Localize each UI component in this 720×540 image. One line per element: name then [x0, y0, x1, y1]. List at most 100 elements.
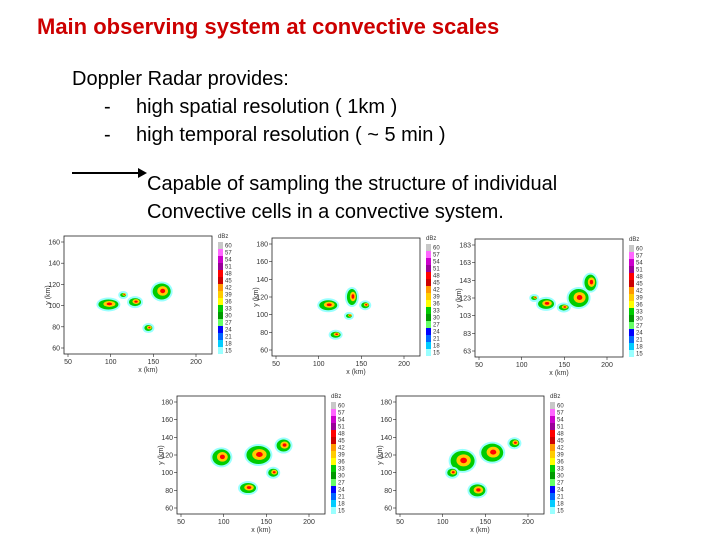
- colorbar-label: 36: [433, 302, 440, 308]
- colorbar-swatch: [426, 286, 431, 293]
- colorbar-label: 45: [225, 279, 232, 285]
- colorbar-swatch: [218, 305, 223, 312]
- colorbar-swatch: [331, 465, 336, 472]
- echo-peak: [246, 486, 252, 489]
- x-tick-label: 200: [398, 361, 410, 368]
- y-tick-label: 160: [48, 240, 60, 247]
- colorbar-swatch: [550, 430, 555, 437]
- colorbar-label: 51: [225, 265, 232, 271]
- echo-peak: [514, 441, 517, 444]
- x-tick-label: 200: [303, 519, 315, 526]
- colorbar-unit: dBz: [218, 234, 228, 240]
- colorbar-swatch: [550, 507, 555, 514]
- colorbar-swatch: [331, 500, 336, 507]
- echo-peak: [272, 471, 276, 474]
- colorbar-swatch: [331, 458, 336, 465]
- colorbar-swatch: [331, 409, 336, 416]
- colorbar-label: 42: [636, 289, 643, 295]
- y-tick-label: 160: [161, 417, 173, 424]
- colorbar-swatch: [426, 321, 431, 328]
- echo-peak: [335, 333, 339, 336]
- y-axis-label: y (km): [45, 285, 52, 304]
- x-tick-label: 100: [437, 519, 449, 526]
- colorbar-swatch: [629, 245, 634, 252]
- colorbar-swatch: [331, 472, 336, 479]
- colorbar-swatch: [218, 298, 223, 305]
- y-tick-label: 60: [165, 506, 173, 513]
- colorbar-label: 33: [636, 310, 643, 316]
- radar-plot: 180 160 140 120 100 80 60 50 100 150 200 y (km) x (k…: [377, 394, 564, 534]
- colorbar-label: 18: [225, 342, 232, 348]
- colorbar-swatch: [550, 486, 555, 493]
- colorbar-label: 30: [636, 317, 643, 323]
- arrow-icon: [72, 168, 147, 178]
- colorbar-swatch: [426, 314, 431, 321]
- colorbar-label: 42: [338, 446, 345, 452]
- colorbar-label: 30: [557, 474, 564, 480]
- x-axis-label: x (km): [470, 527, 489, 534]
- colorbar-label: 21: [557, 495, 564, 501]
- colorbar-swatch: [629, 301, 634, 308]
- radar-panel-1: 160 140 120 100 80 60 50 100 150 200 y (km) x (km) d…: [42, 228, 242, 378]
- colorbar-swatch: [550, 437, 555, 444]
- x-tick-label: 200: [190, 359, 202, 366]
- x-tick-label: 50: [272, 361, 280, 368]
- colorbar-swatch: [218, 242, 223, 249]
- colorbar-label: 27: [338, 481, 345, 487]
- colorbar-label: 48: [636, 275, 643, 281]
- y-tick-label: 100: [48, 303, 60, 310]
- y-tick-label: 100: [161, 470, 173, 477]
- colorbar-label: 57: [557, 411, 564, 417]
- radar-plot: 183 163 143 123 103 83 63 50 100 150 200 y (km) x (k…: [456, 237, 643, 377]
- colorbar-label: 48: [338, 432, 345, 438]
- y-tick-label: 80: [384, 488, 392, 495]
- y-tick-label: 80: [165, 488, 173, 495]
- y-tick-label: 60: [384, 506, 392, 513]
- colorbar-label: 33: [225, 307, 232, 313]
- x-tick-label: 100: [516, 362, 528, 369]
- colorbar-label: 27: [225, 321, 232, 327]
- colorbar-swatch: [629, 322, 634, 329]
- colorbar-label: 45: [636, 282, 643, 288]
- colorbar-swatch: [629, 273, 634, 280]
- colorbar-swatch: [331, 479, 336, 486]
- y-tick-label: 80: [260, 330, 268, 337]
- colorbar-label: 48: [433, 274, 440, 280]
- echo-peak: [351, 294, 355, 299]
- colorbar-label: 51: [557, 425, 564, 431]
- x-tick-label: 200: [601, 362, 613, 369]
- plot-frame: [63, 235, 213, 355]
- colorbar-swatch: [629, 266, 634, 273]
- bullet-temporal: - high temporal resolution ( ~ 5 min ): [104, 124, 446, 147]
- y-axis-label: y (km): [253, 287, 260, 306]
- radar-panel-5: 180 160 140 120 100 80 60 50 100 150 200 y (km) x (k…: [374, 388, 574, 538]
- x-tick-label: 100: [105, 359, 117, 366]
- colorbar-swatch: [218, 263, 223, 270]
- echo-peak: [534, 296, 537, 299]
- colorbar-swatch: [218, 291, 223, 298]
- echo-peak: [160, 288, 166, 294]
- colorbar-swatch: [550, 423, 555, 430]
- colorbar-label: 15: [225, 349, 232, 355]
- colorbar-swatch: [550, 500, 555, 507]
- colorbar-swatch: [550, 479, 555, 486]
- y-tick-label: 83: [463, 331, 471, 338]
- y-tick-label: 120: [256, 295, 268, 302]
- colorbar-label: 60: [225, 244, 232, 250]
- colorbar-label: 60: [338, 404, 345, 410]
- radar-plot: 180 160 140 120 100 80 60 50 100 150 200 y (km) x (k…: [158, 394, 345, 534]
- colorbar-label: 54: [338, 418, 345, 424]
- colorbar-label: 48: [557, 432, 564, 438]
- echo-peak: [460, 457, 467, 464]
- colorbar-swatch: [218, 284, 223, 291]
- y-tick-label: 60: [260, 348, 268, 355]
- y-axis-label: y (km): [456, 288, 463, 307]
- colorbar-label: 54: [225, 258, 232, 264]
- colorbar-label: 60: [433, 246, 440, 252]
- echo-peak: [576, 294, 583, 301]
- echo-peak: [134, 300, 138, 303]
- colorbar-label: 51: [433, 267, 440, 273]
- y-tick-label: 180: [380, 400, 392, 407]
- y-tick-label: 120: [48, 282, 60, 289]
- y-tick-label: 160: [380, 417, 392, 424]
